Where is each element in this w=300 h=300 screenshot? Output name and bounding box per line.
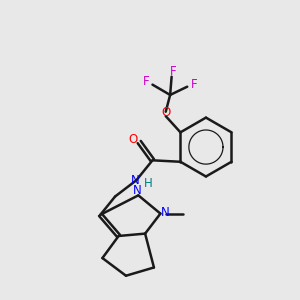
Text: F: F: [170, 65, 176, 78]
Text: N: N: [131, 174, 140, 187]
Text: N: N: [133, 184, 141, 196]
Text: F: F: [143, 75, 149, 88]
Text: H: H: [144, 177, 153, 190]
Text: N: N: [161, 206, 170, 219]
Text: F: F: [190, 78, 197, 91]
Text: O: O: [128, 133, 137, 146]
Text: O: O: [161, 106, 170, 119]
